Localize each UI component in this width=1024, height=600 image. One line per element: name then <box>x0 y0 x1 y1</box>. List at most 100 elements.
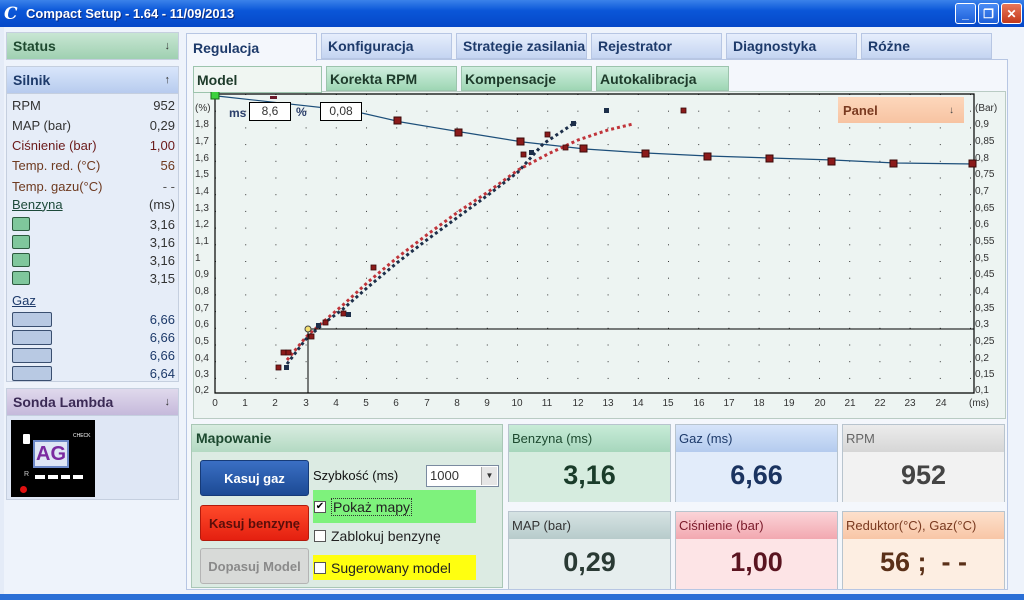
benzyna-label[interactable]: Benzyna <box>12 196 63 212</box>
dropdown-arrow-icon[interactable]: ▼ <box>481 467 497 485</box>
tab-konfiguracja[interactable]: Konfiguracja <box>321 33 452 59</box>
fuel-pump-icon <box>23 434 30 444</box>
percent-label: % <box>296 105 307 119</box>
x-tick: 14 <box>632 398 644 409</box>
petrol-injector-3: 3,16 <box>12 250 175 270</box>
status-section-header[interactable]: Status ↓︎ <box>6 32 179 60</box>
y-tick: 0,55 <box>975 236 995 247</box>
kasuj-benzyne-button[interactable]: Kasuj benzynę <box>200 505 309 541</box>
x-tick: 6 <box>393 398 399 409</box>
zablokuj-benzyne-label[interactable]: Zablokuj benzynę <box>331 528 441 544</box>
main-tabs: Regulacja Konfiguracja Strategie zasilan… <box>186 33 996 61</box>
x-tick: 11 <box>541 398 553 409</box>
ms-label: ms <box>229 106 247 120</box>
switch-indicator[interactable]: CHECK AG R <box>11 420 95 497</box>
x-axis-unit: (ms) <box>969 398 989 409</box>
y-tick: 1,5 <box>195 169 209 180</box>
x-tick: 16 <box>693 398 705 409</box>
model-chart[interactable]: (%) 1,8 1,7 1,6 1,5 1,4 1,3 1,2 1,1 1 0,… <box>193 92 1006 418</box>
x-tick: 22 <box>874 398 886 409</box>
window-frame <box>0 27 4 594</box>
petrol-injector-4: 3,15 <box>12 268 175 288</box>
sugerowany-model-label[interactable]: Sugerowany model <box>331 559 451 576</box>
y-tick: 0,85 <box>975 136 995 147</box>
x-tick: 19 <box>783 398 795 409</box>
y-tick: 0,6 <box>195 319 209 330</box>
tile-label: Gaz (ms) <box>676 425 837 452</box>
row-value: 1,00 <box>149 137 175 153</box>
x-tick: 20 <box>814 398 826 409</box>
tile-value: 952 <box>843 452 1004 502</box>
chevron-down-icon[interactable]: ↓︎ <box>164 396 171 408</box>
sonda-lambda-header[interactable]: Sonda Lambda ↓︎ <box>6 388 179 416</box>
percent-value-field[interactable]: 0,08 <box>320 102 362 121</box>
chevron-up-icon[interactable]: ↑︎ <box>164 74 171 86</box>
restore-button[interactable]: ❐ <box>978 3 999 24</box>
x-tick: 1 <box>242 398 248 409</box>
sugerowany-model-checkbox-row[interactable]: Sugerowany model <box>313 555 476 580</box>
tab-model[interactable]: Model <box>193 66 322 93</box>
tab-regulacja[interactable]: Regulacja <box>186 33 317 61</box>
tab-diagnostyka[interactable]: Diagnostyka <box>726 33 857 59</box>
tile-value: 0,29 <box>509 539 670 589</box>
tab-kompensacje[interactable]: Kompensacje <box>461 66 592 91</box>
cursor-crosshair-icon <box>304 325 312 333</box>
speed-value: 1000 <box>430 468 459 483</box>
petrol-injector-2: 3,16 <box>12 232 175 252</box>
y-tick: 0,5 <box>975 253 989 264</box>
y-tick: 1,8 <box>195 119 209 130</box>
y-tick: 1,4 <box>195 186 209 197</box>
gas-temp-row: Temp. gazu(°C) - - <box>12 176 175 196</box>
gas-injector-2: 6,66 <box>12 327 175 347</box>
zablokuj-benzyne-checkbox-row[interactable]: Zablokuj benzynę <box>313 522 493 550</box>
y-tick: 0,5 <box>195 336 209 347</box>
y-tick: 0,6 <box>975 219 989 230</box>
gaz-header: Gaz <box>12 290 175 310</box>
row-value: 952 <box>153 97 175 113</box>
mapowanie-group: Mapowanie Kasuj gaz Kasuj benzynę Dopasu… <box>191 424 503 588</box>
panel-label: Panel <box>843 102 878 118</box>
row-value: - - <box>162 178 175 194</box>
cisnienie-tile: Ciśnienie (bar) 1,00 <box>675 511 838 589</box>
rpm-tile: RPM 952 <box>842 424 1005 502</box>
map-row: MAP (bar) 0,29 <box>12 115 175 135</box>
y-tick: 0,15 <box>975 369 995 380</box>
pokaz-mapy-checkbox[interactable]: ✔ <box>314 500 326 513</box>
row-value: 0,29 <box>149 117 175 133</box>
x-tick: 15 <box>662 398 674 409</box>
map-tile: MAP (bar) 0,29 <box>508 511 671 589</box>
zablokuj-benzyne-checkbox[interactable] <box>314 530 326 542</box>
pokaz-mapy-label[interactable]: Pokaż mapy <box>331 497 413 516</box>
chevron-down-icon[interactable]: ↓︎ <box>164 40 171 52</box>
ms-value-field[interactable]: 8,6 <box>249 102 291 121</box>
pokaz-mapy-checkbox-row[interactable]: ✔ Pokaż mapy <box>313 490 476 523</box>
close-button[interactable]: ✕ <box>1001 3 1022 24</box>
chart-canvas[interactable] <box>193 92 1006 418</box>
tab-rejestrator[interactable]: Rejestrator <box>591 33 722 59</box>
x-tick: 8 <box>454 398 460 409</box>
gaz-tile: Gaz (ms) 6,66 <box>675 424 838 502</box>
tile-label: Reduktor(°C), Gaz(°C) <box>843 512 1004 539</box>
tab-autokalibracja[interactable]: Autokalibracja <box>596 66 729 91</box>
tab-strategie-zasilania[interactable]: Strategie zasilania <box>456 33 587 59</box>
minimize-button[interactable]: _ <box>955 3 976 24</box>
kasuj-gaz-button[interactable]: Kasuj gaz <box>200 460 309 496</box>
dopasuj-model-button[interactable]: Dopasuj Model <box>200 548 309 584</box>
chevron-down-icon[interactable]: ↓︎ <box>949 104 954 116</box>
panel-dropdown[interactable]: Panel ↓︎ <box>838 97 964 123</box>
tab-rozne[interactable]: Różne <box>861 33 992 59</box>
pressure-row: Ciśnienie (bar) 1,00 <box>12 135 175 155</box>
sonda-lambda-panel: CHECK AG R <box>6 416 179 500</box>
y-tick: 0,8 <box>195 286 209 297</box>
speed-select[interactable]: 1000 ▼ <box>426 465 499 487</box>
tab-korekta-rpm[interactable]: Korekta RPM <box>326 66 457 91</box>
tile-value: 56 ; - - <box>843 539 1004 589</box>
gaz-label[interactable]: Gaz <box>12 292 36 308</box>
gas-injector-3: 6,66 <box>12 345 175 365</box>
silnik-section-header[interactable]: Silnik ↑︎ <box>6 66 179 94</box>
tile-value: 3,16 <box>509 452 670 502</box>
sugerowany-model-checkbox[interactable] <box>314 561 326 574</box>
y-tick: 1,2 <box>195 219 209 230</box>
y-tick: 0,7 <box>975 186 989 197</box>
x-tick: 10 <box>511 398 523 409</box>
